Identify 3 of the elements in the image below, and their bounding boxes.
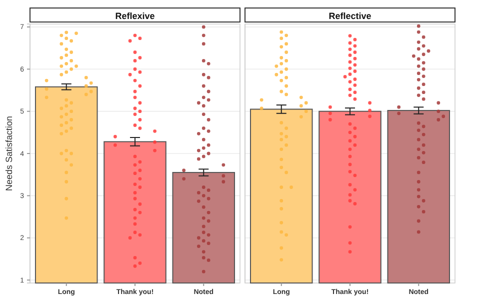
chart-title: Reflective [328, 11, 372, 21]
y-axis-title: Needs Satisfaction [4, 116, 14, 192]
chart-title: Reflexive [115, 11, 155, 21]
